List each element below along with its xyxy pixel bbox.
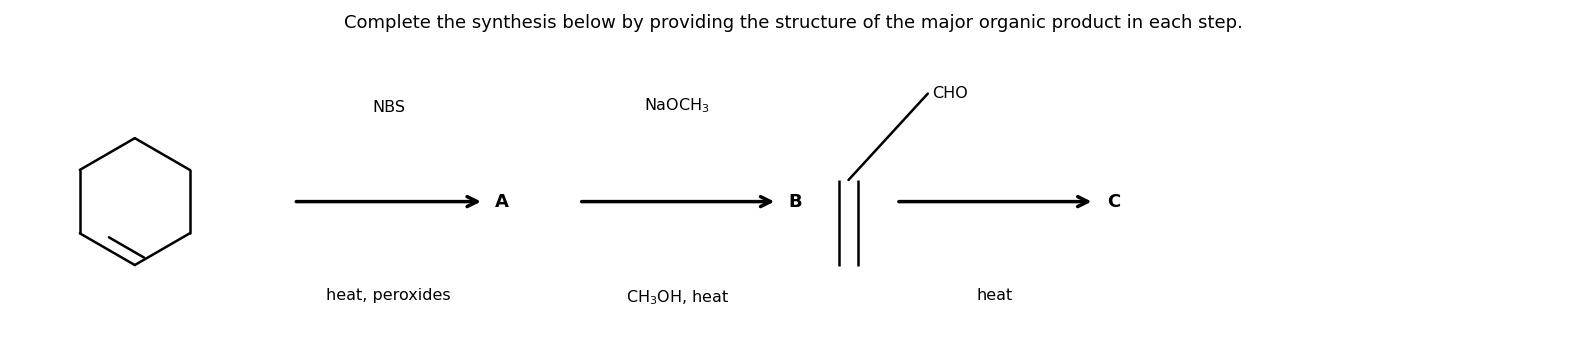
Text: B: B — [788, 193, 803, 211]
Text: CH$_3$OH, heat: CH$_3$OH, heat — [625, 288, 730, 307]
Text: heat, peroxides: heat, peroxides — [327, 288, 450, 303]
Text: NaOCH$_3$: NaOCH$_3$ — [644, 96, 711, 115]
Text: CHO: CHO — [933, 86, 969, 101]
Text: Complete the synthesis below by providing the structure of the major organic pro: Complete the synthesis below by providin… — [344, 14, 1242, 32]
Text: heat: heat — [977, 288, 1012, 303]
Text: NBS: NBS — [373, 100, 404, 115]
Text: A: A — [495, 193, 509, 211]
Text: C: C — [1107, 193, 1120, 211]
